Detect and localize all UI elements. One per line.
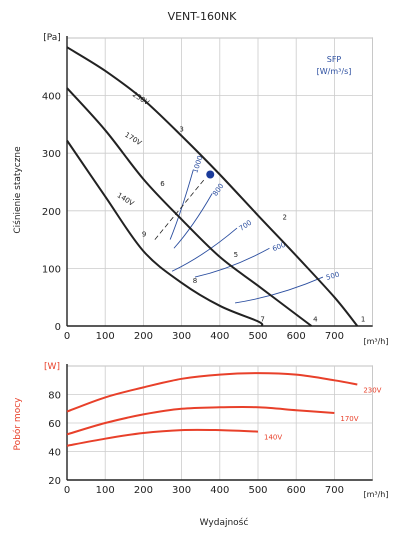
- y-tick-label: 60: [48, 419, 61, 430]
- power-curve-label: 140V: [264, 434, 282, 442]
- point-label-4: 4: [313, 315, 318, 323]
- sfp-label: 700: [238, 219, 254, 233]
- svg-text:SFP: SFP: [327, 55, 342, 64]
- curve-label: 170V: [123, 131, 143, 148]
- y-tick-label: 300: [42, 149, 61, 160]
- sfp-line-800: [173, 193, 213, 249]
- sfp-line-500: [235, 276, 324, 304]
- x-tick-label: 500: [248, 485, 267, 496]
- x-tick-label: 0: [64, 331, 70, 342]
- sfp-line-700: [171, 227, 238, 272]
- x-axis-title: Wydajność: [200, 517, 249, 528]
- operating-point-marker: [206, 170, 215, 179]
- power-curve-230V: [66, 372, 358, 413]
- operating-point-labels: 1 2 3 4 5 6 7 8 9: [142, 125, 365, 323]
- pressure-curves: 230V 170V 140V: [66, 46, 359, 327]
- x-tick-label: 600: [287, 331, 306, 342]
- x-tick-label: 200: [134, 485, 153, 496]
- system-curve: [154, 178, 205, 240]
- point-label-3: 3: [179, 125, 183, 133]
- x-tick-label: 400: [210, 331, 229, 342]
- y-tick-label: 40: [48, 448, 61, 459]
- y-tick-label: 20: [48, 476, 61, 487]
- power-grid: [66, 364, 374, 481]
- pressure-unit-label: [Pa]: [43, 33, 61, 43]
- point-label-7: 7: [260, 315, 264, 323]
- power-curve-label: 170V: [340, 415, 358, 423]
- point-label-6: 6: [160, 180, 165, 188]
- x-tick-label: 700: [325, 331, 344, 342]
- x-tick-label: 500: [248, 331, 267, 342]
- point-label-5: 5: [234, 251, 238, 259]
- power-tick-labels: 0 100 200 300 400 500 600 700 20 40 60 80: [48, 391, 344, 497]
- pressure-tick-labels: 0 100 200 300 400 500 600 700 0 100 200 300 400: [42, 92, 344, 342]
- pressure-xunit-label: [m³/h]: [363, 337, 388, 346]
- pressure-grid: [66, 36, 374, 327]
- curve-label: 230V: [131, 91, 151, 108]
- power-axis-title: Pobór mocy: [12, 397, 23, 451]
- x-tick-label: 100: [96, 331, 115, 342]
- power-curve-170V: [66, 406, 335, 436]
- power-curve-label: 230V: [363, 387, 381, 395]
- curve-label: 140V: [116, 191, 136, 208]
- power-curves: 230V 170V 140V: [66, 372, 382, 447]
- point-label-2: 2: [283, 213, 287, 221]
- y-tick-label: 400: [42, 92, 61, 103]
- sfp-label: 500: [325, 271, 340, 282]
- x-tick-label: 100: [96, 485, 115, 496]
- point-label-1: 1: [361, 315, 365, 323]
- power-unit-label: [W]: [44, 362, 60, 372]
- point-label-9: 9: [142, 231, 146, 239]
- pressure-curve-140V: [66, 139, 264, 327]
- x-tick-label: 200: [134, 331, 153, 342]
- pressure-curve-230V: [66, 46, 359, 327]
- y-tick-label: 0: [55, 322, 61, 333]
- y-tick-label: 200: [42, 207, 61, 218]
- chart-title: VENT-160NK: [168, 10, 238, 23]
- x-tick-label: 0: [64, 485, 70, 496]
- pressure-curve-170V: [66, 87, 313, 327]
- point-label-8: 8: [193, 277, 197, 285]
- x-tick-label: 400: [210, 485, 229, 496]
- x-tick-label: 600: [287, 485, 306, 496]
- sfp-label: 800: [211, 182, 225, 198]
- x-tick-label: 300: [172, 331, 191, 342]
- power-xunit-label: [m³/h]: [363, 490, 388, 499]
- x-tick-label: 300: [172, 485, 191, 496]
- y-tick-label: 100: [42, 264, 61, 275]
- pressure-axis-title: Ciśnienie statyczne: [12, 146, 23, 234]
- sfp-line-1000: [169, 170, 194, 240]
- y-tick-label: 80: [48, 391, 61, 402]
- x-tick-label: 700: [325, 485, 344, 496]
- sfp-legend: SFP [W/m³/s]: [317, 55, 352, 76]
- svg-text:[W/m³/s]: [W/m³/s]: [317, 67, 352, 76]
- power-curve-140V: [66, 428, 259, 447]
